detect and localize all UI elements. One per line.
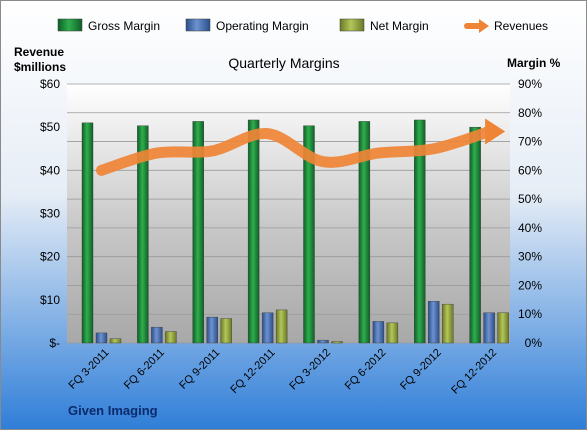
bars (81, 119, 509, 344)
right-tick-label: 70% (518, 135, 542, 149)
legend: Gross Margin Operating Margin Net Margin Re… (57, 18, 548, 33)
gross-margin-bar (81, 122, 94, 344)
gross-margin-bar (303, 125, 315, 344)
net-margin-bar (165, 331, 177, 344)
revenues-line (96, 125, 495, 176)
right-tick-label: 80% (518, 106, 542, 120)
net-margin-bar (497, 312, 509, 344)
right-tick-label: 40% (518, 221, 542, 235)
operating-margin-bar (317, 339, 329, 344)
left-tick-label: $60 (40, 77, 60, 91)
gross-margin-bar (414, 119, 426, 344)
left-tick-label: $30 (40, 207, 60, 221)
gross-margin-bar (358, 121, 371, 344)
right-axis-ticks: 0% 10% 20% 30% 40% 50% 60% 70% 80% 90% (518, 77, 542, 350)
operating-margin-bar (261, 312, 274, 344)
left-tick-label: $40 (40, 163, 60, 177)
left-tick-label: $10 (40, 293, 60, 307)
net-margin-bar (275, 309, 288, 344)
left-axis-label-line1: Revenue (14, 45, 64, 59)
right-tick-label: 30% (518, 250, 542, 264)
right-tick-label: 60% (518, 163, 542, 177)
revenues-arrowhead (485, 118, 506, 145)
legend-revenues-arrow (479, 19, 489, 33)
right-tick-label: 10% (518, 307, 542, 321)
left-axis-ticks: $- $10 $20 $30 $40 $50 $60 (40, 77, 60, 350)
gross-margin-bar (192, 121, 204, 344)
operating-margin-bar (151, 326, 163, 344)
gross-margin-bar (137, 125, 149, 344)
net-margin-bar (109, 338, 122, 344)
left-axis-label-line2: $millions (14, 60, 66, 74)
legend-swatch (57, 18, 83, 32)
operating-margin-bar (95, 332, 108, 344)
net-margin-bar (331, 341, 343, 344)
legend-label: Revenues (494, 19, 548, 33)
net-margin-bar (386, 322, 399, 344)
right-tick-label: 50% (518, 192, 542, 206)
legend-swatch (339, 18, 365, 32)
legend-label: Gross Margin (88, 19, 160, 33)
footer-label: Given Imaging (68, 403, 158, 418)
left-tick-label: $20 (40, 250, 60, 264)
revenue-line-group (96, 118, 506, 176)
legend-label: Operating Margin (216, 19, 309, 33)
operating-margin-bar (428, 301, 440, 344)
right-tick-label: 0% (525, 336, 543, 350)
right-tick-label: 20% (518, 278, 542, 292)
gross-margin-bar (469, 126, 481, 344)
gross-margin-bar (247, 119, 260, 344)
left-tick-label: $50 (40, 120, 60, 134)
legend-swatch (185, 18, 211, 32)
right-tick-label: 90% (518, 77, 542, 91)
right-axis-label: Margin % (507, 56, 561, 70)
net-margin-bar (220, 318, 232, 344)
net-margin-bar (442, 303, 454, 344)
operating-margin-bar (372, 321, 385, 344)
left-tick-label: $- (49, 336, 60, 350)
legend-label: Net Margin (370, 19, 429, 33)
operating-margin-bar (206, 316, 218, 344)
operating-margin-bar (483, 312, 495, 344)
chart-title: Quarterly Margins (228, 55, 339, 71)
